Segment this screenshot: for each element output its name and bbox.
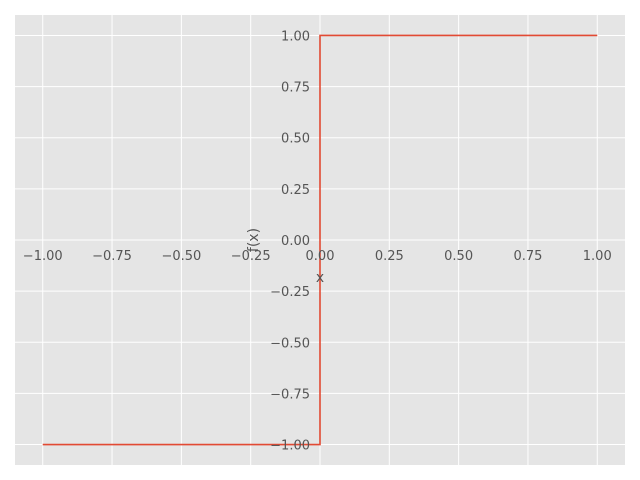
x-tick-label: 1.00	[583, 249, 612, 264]
y-tick-label: −0.25	[270, 285, 310, 300]
y-tick-label: 1.00	[281, 29, 310, 44]
series-line	[42, 34, 598, 446]
x-tick-label: 0.50	[444, 249, 473, 264]
y-tick-label: 0.50	[281, 132, 310, 147]
y-tick-label: −0.50	[270, 336, 310, 351]
y-tick-label: 0.25	[281, 183, 310, 198]
x-tick-label: 0.75	[513, 249, 542, 264]
y-tick-labels: −1.00 −0.75 −0.50 −0.25 0.00 0.25 0.50 0.75 1.00	[270, 29, 310, 453]
y-tick-label: 0.00	[281, 234, 310, 249]
x-tick-labels: −1.00 −0.75 −0.50 −0.25 0.00 0.25 0.50 0.75 1.00	[23, 249, 612, 264]
x-tick-label: 0.00	[306, 249, 335, 264]
y-tick-label: −0.75	[270, 387, 310, 402]
x-tick-label: −0.75	[92, 249, 132, 264]
y-axis-label: f(x)	[246, 228, 262, 252]
x-axis-label: x	[316, 270, 324, 286]
x-tick-label: −0.25	[231, 249, 271, 264]
x-tick-label: 0.25	[375, 249, 404, 264]
x-tick-label: −1.00	[23, 249, 63, 264]
y-tick-label: 0.75	[281, 81, 310, 96]
series-layer	[42, 34, 598, 446]
y-tick-label: −1.00	[270, 439, 310, 454]
x-tick-label: −0.50	[161, 249, 201, 264]
